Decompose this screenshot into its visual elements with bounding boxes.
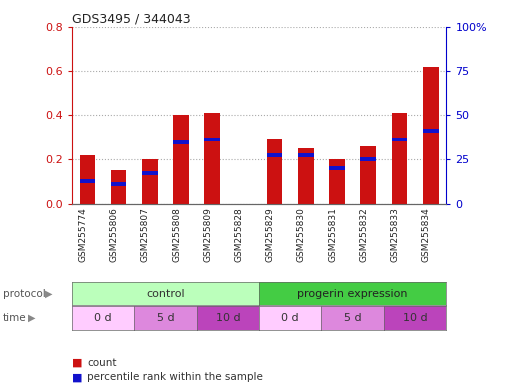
Text: 0 d: 0 d xyxy=(282,313,299,323)
Bar xyxy=(298,148,313,204)
Bar xyxy=(111,170,126,204)
Text: 10 d: 10 d xyxy=(403,313,427,323)
Bar xyxy=(329,159,345,204)
Text: GSM255831: GSM255831 xyxy=(328,207,337,262)
Bar xyxy=(142,159,157,204)
Text: 5 d: 5 d xyxy=(344,313,362,323)
Bar xyxy=(173,140,189,144)
Bar xyxy=(142,170,157,175)
Text: protocol: protocol xyxy=(3,289,45,299)
Bar xyxy=(267,153,283,157)
Bar xyxy=(423,129,439,132)
Text: progerin expression: progerin expression xyxy=(298,289,408,299)
Text: GSM255807: GSM255807 xyxy=(141,207,150,262)
Bar xyxy=(111,182,126,185)
Text: time: time xyxy=(3,313,26,323)
Bar xyxy=(361,157,376,161)
Bar xyxy=(80,179,95,184)
Bar xyxy=(267,139,283,204)
Text: GSM255809: GSM255809 xyxy=(203,207,212,262)
Text: GSM255833: GSM255833 xyxy=(390,207,400,262)
Text: GSM255808: GSM255808 xyxy=(172,207,181,262)
Text: ■: ■ xyxy=(72,358,82,368)
Text: GSM255834: GSM255834 xyxy=(422,207,431,262)
Bar xyxy=(205,137,220,141)
Text: ■: ■ xyxy=(72,372,82,382)
Bar xyxy=(173,115,189,204)
Text: 0 d: 0 d xyxy=(94,313,112,323)
Text: GDS3495 / 344043: GDS3495 / 344043 xyxy=(72,13,190,26)
Bar xyxy=(361,146,376,204)
Text: GSM255806: GSM255806 xyxy=(110,207,119,262)
Text: ▶: ▶ xyxy=(45,289,53,299)
Text: GSM255832: GSM255832 xyxy=(359,207,368,262)
Bar xyxy=(329,166,345,170)
Bar xyxy=(392,137,407,141)
Bar xyxy=(298,153,313,157)
Bar xyxy=(80,155,95,204)
Text: count: count xyxy=(87,358,117,368)
Text: 5 d: 5 d xyxy=(156,313,174,323)
Text: GSM255774: GSM255774 xyxy=(78,207,87,262)
Bar xyxy=(423,67,439,204)
Text: GSM255830: GSM255830 xyxy=(297,207,306,262)
Text: 10 d: 10 d xyxy=(215,313,240,323)
Text: GSM255828: GSM255828 xyxy=(234,207,244,262)
Text: GSM255829: GSM255829 xyxy=(266,207,274,262)
Bar xyxy=(392,113,407,204)
Text: ▶: ▶ xyxy=(28,313,36,323)
Bar xyxy=(205,113,220,204)
Text: control: control xyxy=(146,289,185,299)
Text: percentile rank within the sample: percentile rank within the sample xyxy=(87,372,263,382)
